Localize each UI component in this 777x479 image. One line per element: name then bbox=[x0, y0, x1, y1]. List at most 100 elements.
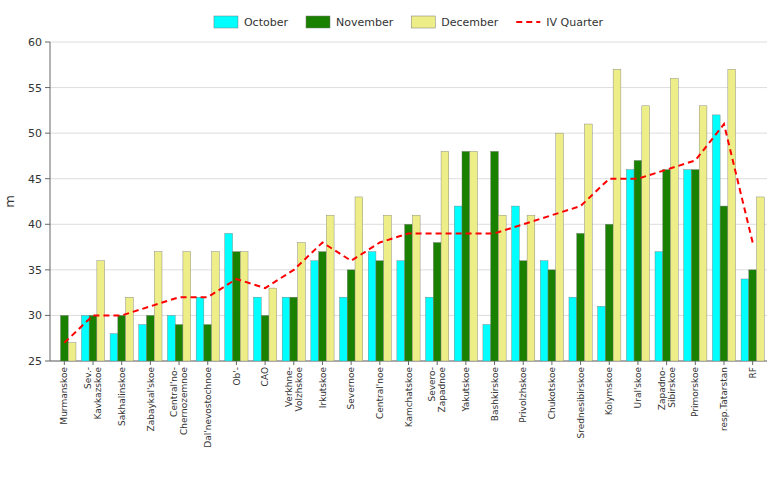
category-label: Kolymskoe bbox=[604, 367, 614, 416]
tick-mark bbox=[45, 269, 50, 270]
category-label: Sev.-Kavkazskoe bbox=[83, 367, 103, 420]
legend-item: December bbox=[411, 16, 499, 29]
legend-item: November bbox=[306, 16, 394, 29]
category-label-line: Sakhalinskoe bbox=[117, 367, 127, 426]
bar bbox=[147, 315, 155, 361]
category-label: Ural'skoe bbox=[633, 367, 643, 409]
category-label-line: Murmanskoe bbox=[59, 367, 69, 425]
bar bbox=[462, 151, 470, 361]
bar bbox=[225, 233, 233, 361]
grid-line bbox=[50, 42, 767, 43]
bar bbox=[340, 297, 348, 361]
legend-label: November bbox=[336, 16, 394, 29]
category-label-line: Kamchatskoe bbox=[404, 367, 414, 428]
category-label: Severnoe bbox=[346, 367, 356, 410]
bar bbox=[491, 151, 499, 361]
bar bbox=[584, 124, 592, 361]
y-axis-line bbox=[50, 42, 51, 361]
bar bbox=[240, 252, 248, 361]
bar bbox=[405, 224, 413, 361]
tick-mark bbox=[437, 361, 438, 365]
bar bbox=[577, 233, 585, 361]
bar bbox=[540, 261, 548, 361]
legend: OctoberNovemberDecemberIV Quarter bbox=[214, 16, 604, 29]
tick-mark bbox=[150, 361, 151, 365]
legend-swatch bbox=[516, 21, 540, 23]
bar bbox=[527, 215, 535, 361]
bar bbox=[204, 325, 212, 361]
chart: 2530354045505560MurmanskoeSev.-Kavkazsko… bbox=[0, 0, 777, 479]
bar bbox=[126, 297, 134, 361]
tick-mark bbox=[207, 361, 208, 365]
category-label: Bashkirskoe bbox=[490, 367, 500, 422]
bar bbox=[556, 133, 564, 361]
category-label-line: Srednesibirskoe bbox=[576, 367, 586, 439]
category-label-line: Chukotskoe bbox=[547, 367, 557, 420]
category-label-line: Sibirskoe bbox=[667, 367, 677, 408]
tick-mark bbox=[609, 361, 610, 365]
category-label-line: Sev.- bbox=[83, 367, 93, 389]
bar bbox=[512, 206, 520, 361]
bar bbox=[598, 306, 606, 361]
category-label-line: Privolzhskoe bbox=[518, 367, 528, 423]
category-label-line: Central'no- bbox=[169, 367, 179, 417]
bar bbox=[60, 315, 68, 361]
category-label: RF bbox=[748, 367, 758, 378]
legend-label: October bbox=[244, 16, 288, 29]
category-label-line: Zapadnoe bbox=[437, 367, 447, 413]
bar bbox=[634, 160, 642, 361]
tick-mark bbox=[45, 133, 50, 134]
category-label: Zabaykal'skoe bbox=[146, 367, 156, 432]
tick-mark bbox=[465, 361, 466, 365]
bar bbox=[757, 197, 765, 361]
tick-mark bbox=[551, 361, 552, 365]
grid-line bbox=[50, 87, 767, 88]
bar bbox=[454, 206, 462, 361]
tick-mark bbox=[494, 361, 495, 365]
category-label: Ob'- bbox=[232, 367, 242, 386]
bar bbox=[298, 243, 306, 361]
bar bbox=[691, 170, 699, 361]
category-label: Verkhne-Volzhskoe bbox=[284, 367, 304, 412]
line bbox=[64, 124, 752, 343]
bar bbox=[470, 151, 478, 361]
category-label: Srednesibirskoe bbox=[576, 367, 586, 439]
bar bbox=[397, 261, 405, 361]
tick-mark bbox=[45, 42, 50, 43]
bar bbox=[89, 315, 97, 361]
category-label: Chukotskoe bbox=[547, 367, 557, 420]
category-label-line: Ob'- bbox=[232, 367, 242, 386]
category-label-line: CAO bbox=[260, 367, 270, 386]
tick-mark bbox=[45, 315, 50, 316]
bar bbox=[548, 270, 556, 361]
bar bbox=[441, 151, 449, 361]
tick-mark bbox=[580, 361, 581, 365]
bar bbox=[749, 270, 757, 361]
tick-mark bbox=[45, 224, 50, 225]
bar bbox=[433, 243, 441, 361]
category-label-line: Verkhne- bbox=[284, 367, 294, 407]
tick-mark bbox=[265, 361, 266, 365]
tick-mark bbox=[752, 361, 753, 365]
bar bbox=[81, 315, 89, 361]
bar bbox=[118, 315, 126, 361]
legend-label: December bbox=[441, 16, 499, 29]
bar bbox=[699, 106, 707, 361]
category-label: Sakhalinskoe bbox=[117, 367, 127, 426]
bar bbox=[97, 261, 105, 361]
category-label-line: Central'noe bbox=[375, 367, 385, 419]
tick-mark bbox=[322, 361, 323, 365]
tick-mark bbox=[45, 87, 50, 88]
legend-item: October bbox=[214, 16, 288, 29]
bar bbox=[319, 252, 327, 361]
bar bbox=[269, 288, 277, 361]
marks bbox=[60, 69, 764, 361]
category-label-line: resp.Tatarstan bbox=[719, 367, 729, 431]
category-label: Yakutskoe bbox=[461, 367, 471, 413]
bar bbox=[728, 69, 736, 361]
bar bbox=[355, 197, 363, 361]
category-label: Dal'nevostochnoe bbox=[203, 367, 213, 448]
bar bbox=[175, 325, 183, 361]
bar bbox=[212, 252, 220, 361]
category-label-line: Kavkazskoe bbox=[93, 367, 103, 420]
